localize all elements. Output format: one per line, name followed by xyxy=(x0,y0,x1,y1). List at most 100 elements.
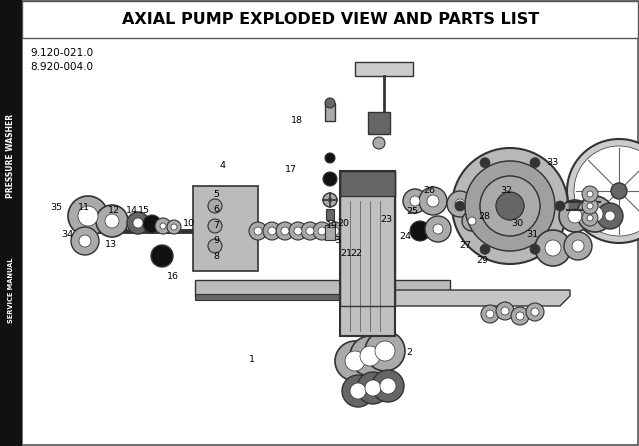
Circle shape xyxy=(281,227,289,235)
Circle shape xyxy=(582,198,598,214)
Text: 34: 34 xyxy=(61,230,73,239)
Text: 27: 27 xyxy=(459,241,471,250)
Bar xyxy=(22,1,638,38)
Circle shape xyxy=(419,187,447,215)
Bar xyxy=(195,294,450,300)
Circle shape xyxy=(276,222,294,240)
Circle shape xyxy=(306,227,314,235)
Text: 8.920-004.0: 8.920-004.0 xyxy=(30,62,93,72)
Circle shape xyxy=(380,378,396,394)
Circle shape xyxy=(452,148,568,264)
Text: 14: 14 xyxy=(127,206,138,215)
Circle shape xyxy=(567,139,639,243)
Circle shape xyxy=(455,201,465,211)
Circle shape xyxy=(555,201,565,211)
Circle shape xyxy=(294,227,302,235)
Circle shape xyxy=(318,227,326,235)
Circle shape xyxy=(501,307,509,315)
Circle shape xyxy=(572,240,584,252)
Circle shape xyxy=(465,161,555,251)
Circle shape xyxy=(496,302,514,320)
Circle shape xyxy=(587,206,603,222)
Circle shape xyxy=(335,341,375,381)
Text: 13: 13 xyxy=(105,240,116,249)
Text: 31: 31 xyxy=(527,230,538,239)
Text: 21: 21 xyxy=(341,249,352,258)
Text: 17: 17 xyxy=(285,165,296,174)
Circle shape xyxy=(350,383,366,399)
Circle shape xyxy=(155,218,171,234)
Circle shape xyxy=(516,312,524,320)
Circle shape xyxy=(564,232,592,260)
Text: 19: 19 xyxy=(327,221,338,230)
Circle shape xyxy=(496,192,524,220)
Bar xyxy=(195,280,450,296)
Text: 12: 12 xyxy=(108,206,119,215)
Circle shape xyxy=(365,331,405,371)
Circle shape xyxy=(559,200,591,232)
Circle shape xyxy=(577,196,613,232)
Text: 8: 8 xyxy=(213,252,219,261)
Circle shape xyxy=(582,210,598,226)
Text: 3: 3 xyxy=(334,236,341,245)
Text: 9: 9 xyxy=(213,236,219,245)
Text: 32: 32 xyxy=(501,186,512,195)
Circle shape xyxy=(410,221,430,241)
Circle shape xyxy=(373,137,385,149)
Circle shape xyxy=(365,380,381,396)
Circle shape xyxy=(254,227,262,235)
Circle shape xyxy=(289,222,307,240)
Text: 26: 26 xyxy=(424,186,435,195)
Circle shape xyxy=(208,199,222,213)
Circle shape xyxy=(535,230,571,266)
Circle shape xyxy=(79,235,91,247)
Bar xyxy=(340,171,395,196)
Text: 11: 11 xyxy=(79,203,90,212)
Circle shape xyxy=(375,341,395,361)
Circle shape xyxy=(208,239,222,253)
Circle shape xyxy=(372,370,404,402)
Circle shape xyxy=(481,305,499,323)
Circle shape xyxy=(455,199,465,209)
Circle shape xyxy=(357,372,389,404)
Text: 15: 15 xyxy=(138,206,150,215)
Circle shape xyxy=(465,161,555,251)
Circle shape xyxy=(597,203,623,229)
Circle shape xyxy=(427,195,439,207)
Text: 33: 33 xyxy=(546,158,559,167)
Circle shape xyxy=(96,205,128,237)
Text: 29: 29 xyxy=(477,256,488,265)
Bar xyxy=(368,112,390,134)
Circle shape xyxy=(78,206,98,226)
Circle shape xyxy=(511,307,529,325)
Circle shape xyxy=(480,176,540,236)
Circle shape xyxy=(105,214,119,228)
Circle shape xyxy=(325,98,335,108)
Circle shape xyxy=(263,222,281,240)
Circle shape xyxy=(447,191,473,217)
Circle shape xyxy=(568,209,582,223)
Circle shape xyxy=(127,212,149,234)
Text: PRESSURE WASHER: PRESSURE WASHER xyxy=(6,114,15,198)
Text: 4: 4 xyxy=(219,161,226,169)
Circle shape xyxy=(360,346,380,366)
Circle shape xyxy=(587,191,593,197)
Circle shape xyxy=(208,219,222,233)
Bar xyxy=(575,186,615,226)
Circle shape xyxy=(171,224,177,230)
Text: 9.120-021.0: 9.120-021.0 xyxy=(30,48,93,58)
Circle shape xyxy=(249,222,267,240)
Text: 23: 23 xyxy=(381,215,392,224)
Circle shape xyxy=(480,158,490,168)
Text: 25: 25 xyxy=(406,207,418,216)
Circle shape xyxy=(71,227,99,255)
Circle shape xyxy=(143,215,161,233)
Circle shape xyxy=(133,218,143,228)
Circle shape xyxy=(486,310,494,318)
Text: SERVICE MANUAL: SERVICE MANUAL xyxy=(8,257,14,322)
Circle shape xyxy=(326,222,344,240)
Text: 24: 24 xyxy=(400,232,412,241)
Text: 2: 2 xyxy=(406,348,412,357)
Circle shape xyxy=(545,240,561,256)
Bar xyxy=(340,171,395,336)
